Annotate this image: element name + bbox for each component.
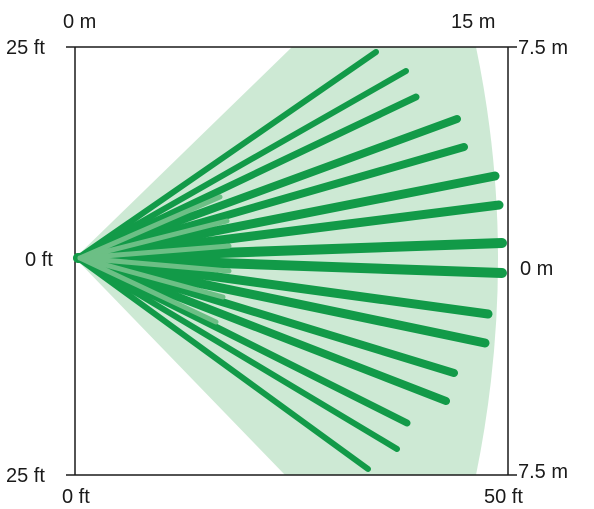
- beam-short-4: [77, 255, 232, 274]
- label-bottom-left-ft: 0 ft: [62, 486, 90, 508]
- short-beams: [77, 194, 232, 325]
- label-right-top-m: 7.5 m: [518, 37, 568, 59]
- beam-short-1: [77, 194, 223, 261]
- beam-short-2: [77, 218, 230, 261]
- beam-long-9: [73, 253, 507, 278]
- label-top-right-m: 15 m: [451, 11, 495, 33]
- label-right-bottom-m: 7.5 m: [518, 461, 568, 483]
- beam-long-6: [73, 171, 500, 263]
- label-left-top-ft: 25 ft: [6, 37, 45, 59]
- beam-short-6: [77, 255, 219, 325]
- beam-long-2: [75, 68, 409, 261]
- beam-long-10: [73, 253, 493, 319]
- beam-long-4: [74, 115, 461, 262]
- beam-long-11: [73, 253, 490, 348]
- label-top-left-m: 0 m: [63, 11, 96, 33]
- beam-long-1: [75, 49, 379, 261]
- beam-long-3: [74, 93, 420, 262]
- beam-long-5: [74, 143, 468, 262]
- beam-short-3: [77, 243, 232, 261]
- beam-short-5: [77, 255, 226, 300]
- beam-long-16: [75, 255, 371, 472]
- label-left-bottom-ft: 25 ft: [6, 465, 45, 487]
- label-right-mid-m: 0 m: [520, 258, 553, 280]
- beam-long-7: [73, 200, 504, 263]
- label-bottom-right-ft: 50 ft: [484, 486, 523, 508]
- beam-long-13: [74, 254, 450, 405]
- label-left-mid-ft: 0 ft: [25, 249, 53, 271]
- beam-long-15: [75, 255, 400, 452]
- long-beams: [73, 49, 507, 472]
- beam-long-12: [74, 254, 458, 377]
